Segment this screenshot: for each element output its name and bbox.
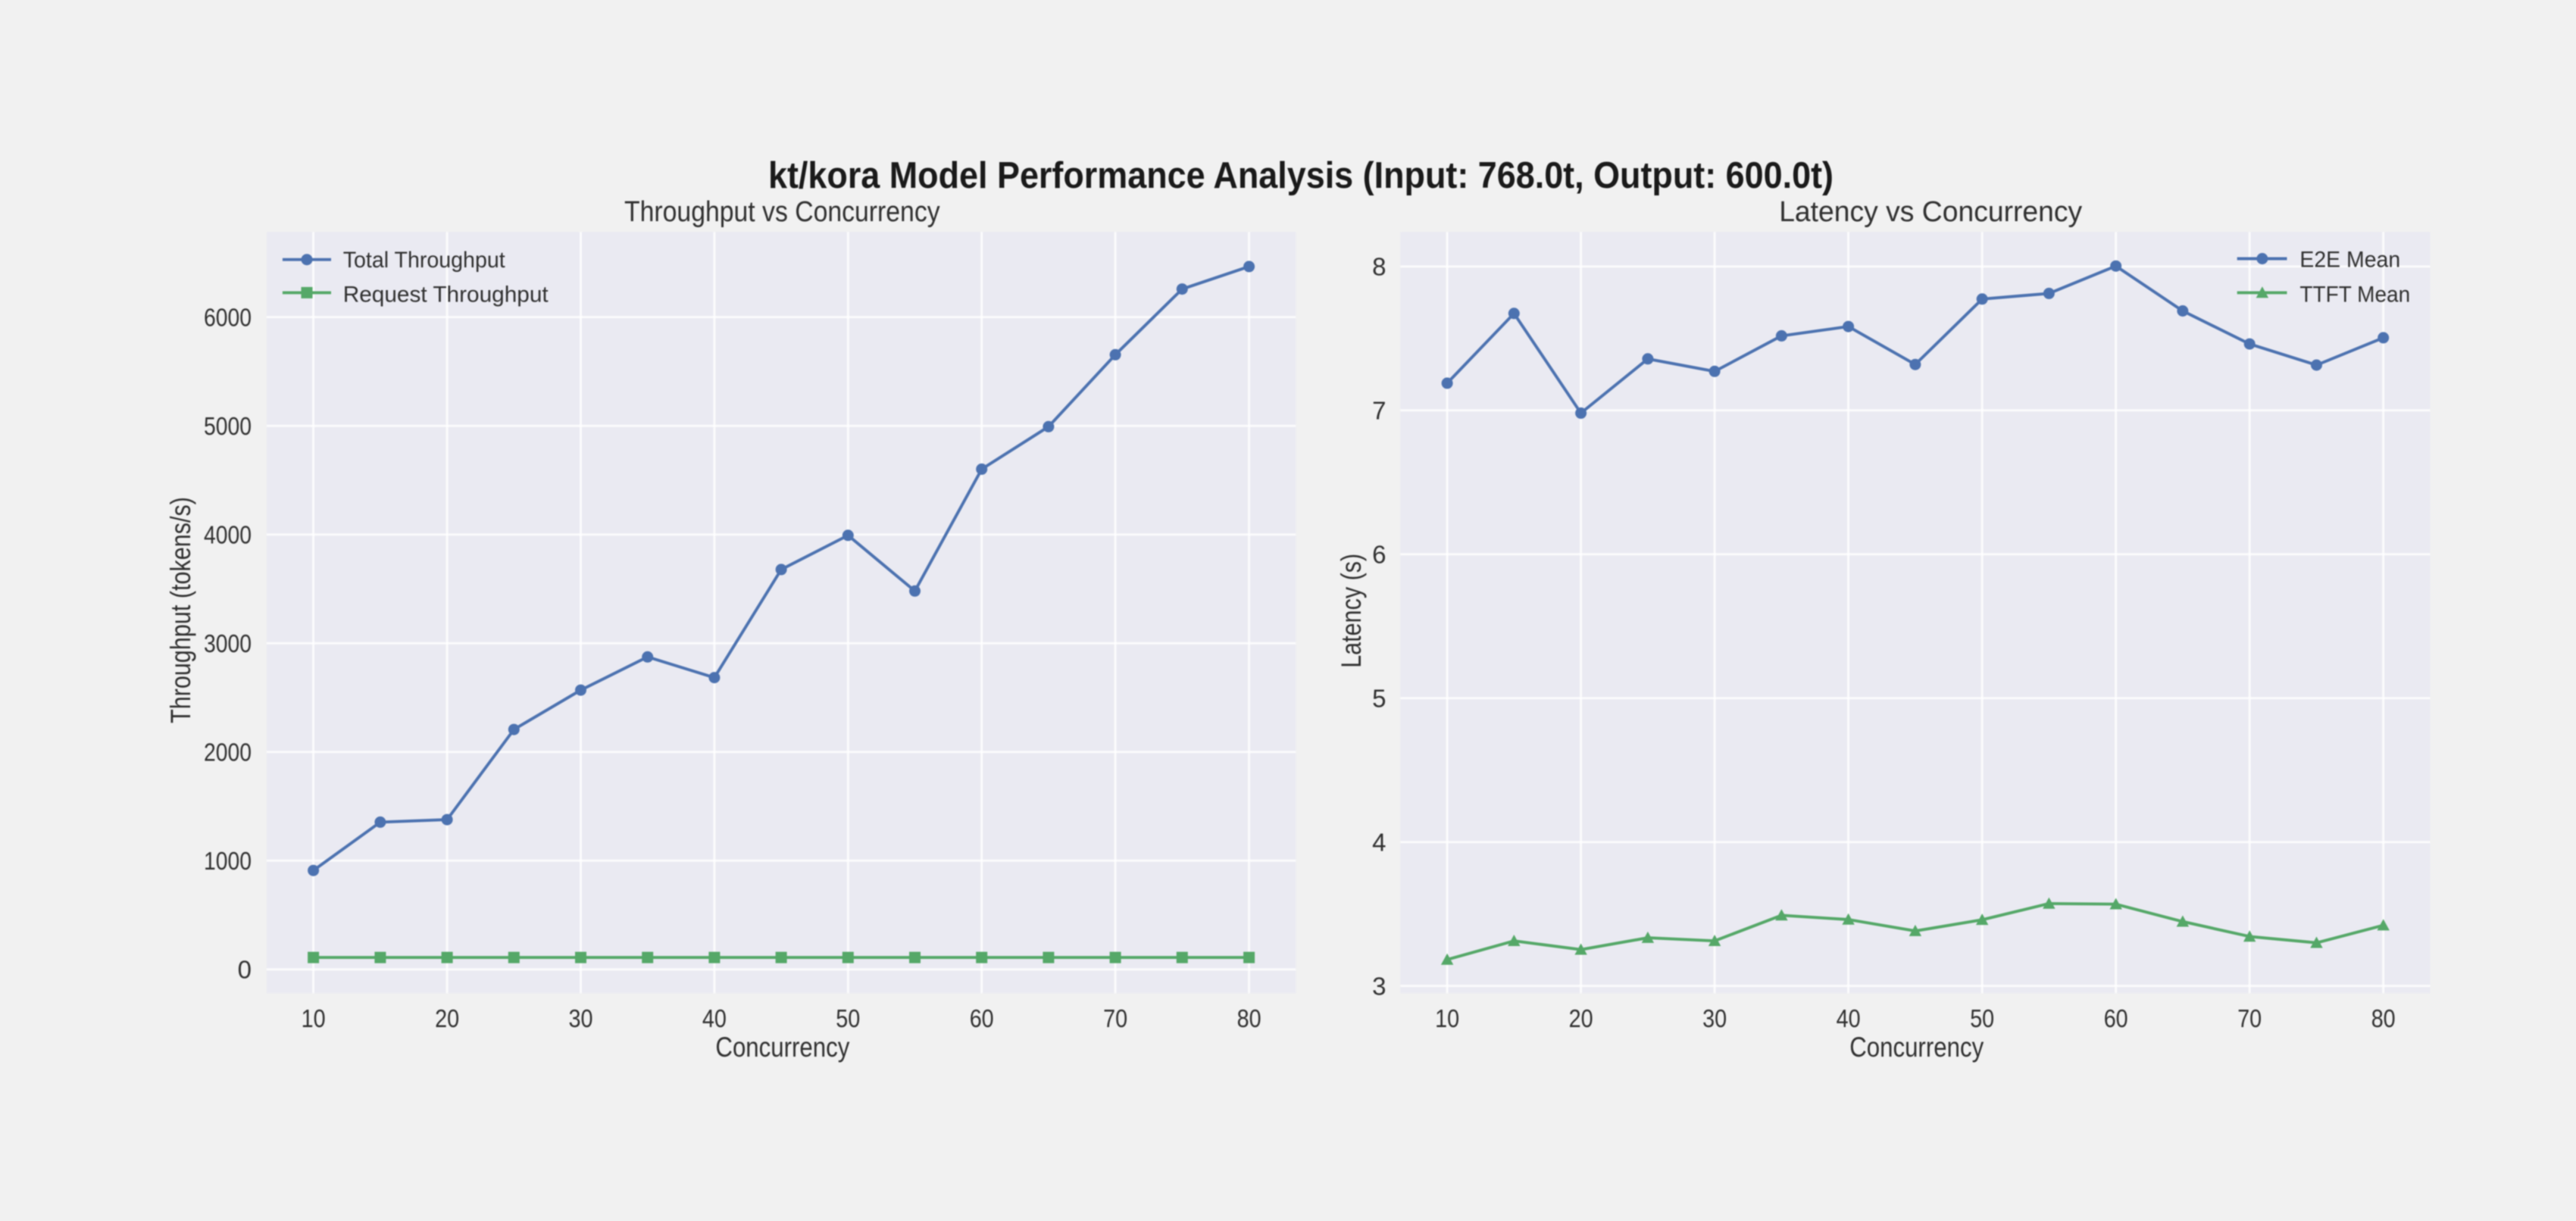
svg-text:10: 10: [1435, 1004, 1459, 1032]
svg-text:70: 70: [1103, 1004, 1127, 1032]
svg-text:Concurrency: Concurrency: [715, 1032, 849, 1063]
svg-text:20: 20: [435, 1004, 459, 1032]
svg-text:E2E Mean: E2E Mean: [2299, 247, 2400, 272]
svg-text:4: 4: [1372, 829, 1386, 857]
svg-text:5000: 5000: [204, 412, 252, 440]
svg-text:kt/kora Model Performance Anal: kt/kora Model Performance Analysis (Inpu…: [768, 155, 1834, 196]
svg-text:30: 30: [1702, 1004, 1727, 1032]
svg-text:50: 50: [1970, 1004, 1994, 1032]
svg-text:50: 50: [836, 1004, 860, 1032]
svg-text:Latency vs Concurrency: Latency vs Concurrency: [1779, 196, 2082, 228]
svg-text:3000: 3000: [204, 629, 252, 657]
svg-text:Request Throughput: Request Throughput: [343, 283, 549, 308]
svg-text:6: 6: [1372, 541, 1386, 569]
svg-text:1000: 1000: [204, 847, 252, 875]
svg-text:Throughput vs Concurrency: Throughput vs Concurrency: [624, 196, 940, 228]
svg-text:80: 80: [1237, 1004, 1261, 1032]
svg-text:60: 60: [970, 1004, 994, 1032]
svg-text:40: 40: [1837, 1004, 1861, 1032]
svg-text:60: 60: [2104, 1004, 2128, 1032]
svg-text:40: 40: [702, 1004, 727, 1032]
svg-text:4000: 4000: [204, 521, 252, 549]
svg-text:5: 5: [1372, 685, 1386, 713]
svg-text:2000: 2000: [204, 739, 252, 767]
svg-text:70: 70: [2237, 1004, 2262, 1032]
svg-text:30: 30: [569, 1004, 593, 1032]
svg-text:Total Throughput: Total Throughput: [343, 248, 506, 273]
svg-text:TTFT Mean: TTFT Mean: [2299, 283, 2410, 308]
svg-text:Latency (s): Latency (s): [1336, 554, 1367, 668]
svg-text:0: 0: [238, 956, 252, 984]
svg-text:Concurrency: Concurrency: [1849, 1032, 1984, 1063]
svg-text:8: 8: [1372, 253, 1386, 281]
svg-text:7: 7: [1372, 397, 1386, 425]
svg-text:3: 3: [1372, 972, 1386, 1000]
svg-text:20: 20: [1569, 1004, 1593, 1032]
svg-text:6000: 6000: [204, 303, 252, 331]
svg-text:Throughput (tokens/s): Throughput (tokens/s): [165, 497, 196, 723]
svg-text:10: 10: [302, 1004, 326, 1032]
svg-text:80: 80: [2371, 1004, 2396, 1032]
